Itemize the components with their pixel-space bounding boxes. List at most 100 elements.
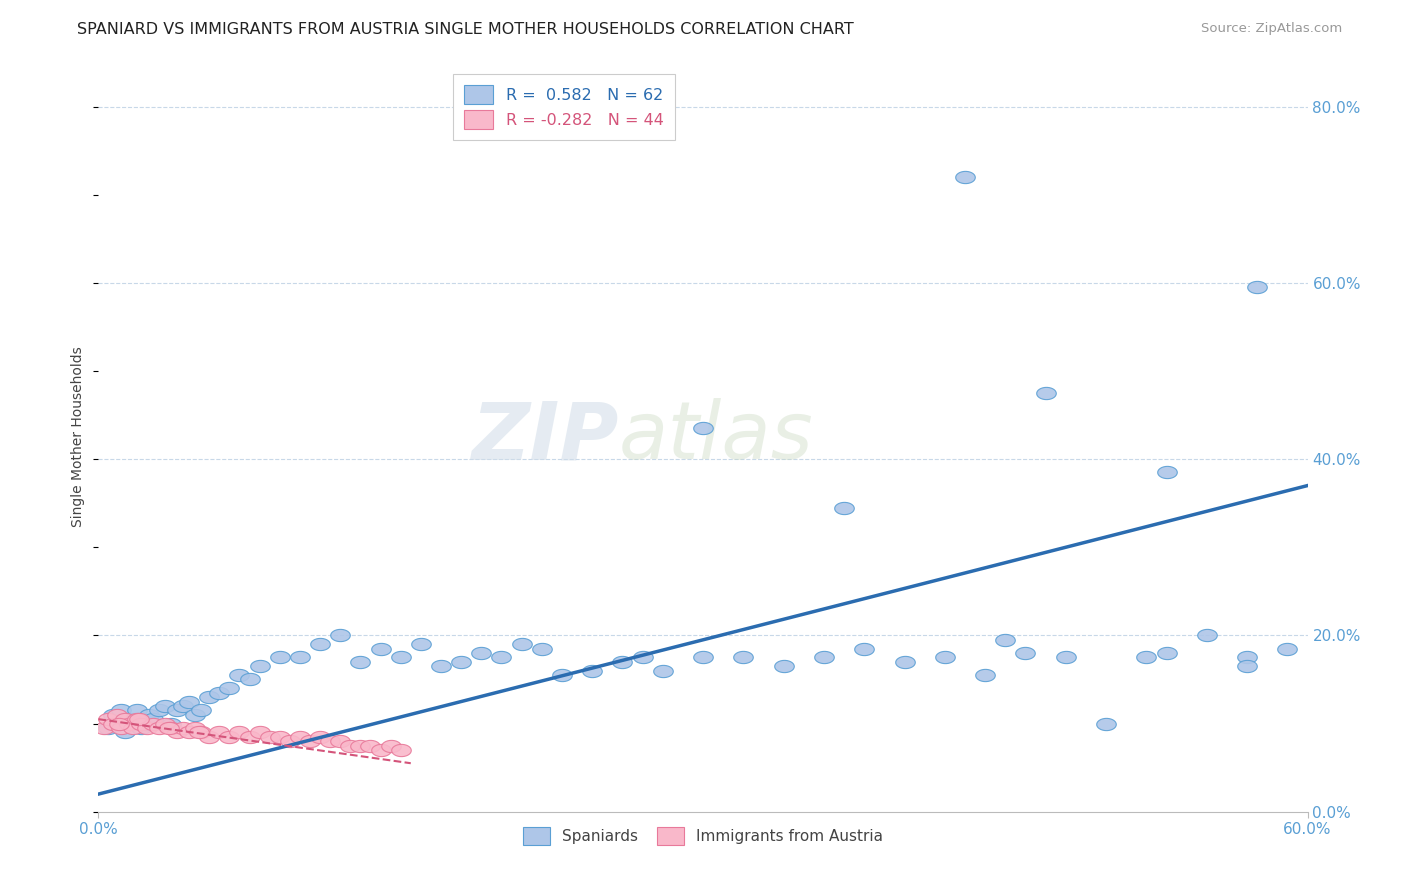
Point (1054, 650, 1077, 665)
Point (813, 650, 835, 665)
Point (148, 721, 170, 735)
Point (269, 730, 291, 744)
Point (125, 703, 148, 717)
Point (974, 668, 997, 682)
Point (118, 712, 141, 726)
Point (129, 721, 152, 735)
Point (470, 646, 492, 660)
Point (118, 716, 141, 731)
Point (1195, 628, 1218, 642)
Legend: Spaniards, Immigrants from Austria: Spaniards, Immigrants from Austria (515, 820, 891, 853)
Point (612, 655, 634, 669)
Point (249, 659, 271, 673)
Point (160, 716, 183, 731)
Point (208, 725, 231, 739)
Point (179, 725, 201, 739)
Point (853, 641, 876, 656)
Point (166, 703, 188, 717)
Point (288, 650, 311, 665)
Point (125, 712, 148, 726)
Point (360, 739, 382, 753)
Point (389, 743, 412, 757)
Point (1135, 650, 1157, 665)
Point (299, 734, 322, 748)
Point (121, 721, 143, 735)
Point (1014, 646, 1036, 660)
Point (188, 725, 211, 739)
Point (349, 739, 371, 753)
Point (114, 725, 136, 739)
Text: SPANIARD VS IMMIGRANTS FROM AUSTRIA SINGLE MOTHER HOUSEHOLDS CORRELATION CHART: SPANIARD VS IMMIGRANTS FROM AUSTRIA SING… (77, 22, 853, 37)
Point (148, 703, 170, 717)
Point (97, 712, 120, 726)
Point (179, 694, 201, 708)
Point (184, 721, 207, 735)
Point (370, 743, 392, 757)
Point (893, 655, 915, 669)
Point (953, 169, 976, 184)
Point (101, 716, 124, 731)
Point (430, 659, 453, 673)
Text: atlas: atlas (619, 398, 813, 476)
Point (491, 650, 513, 665)
Point (114, 712, 136, 726)
Point (409, 637, 432, 651)
Point (380, 739, 402, 753)
Point (581, 664, 603, 678)
Point (107, 716, 129, 731)
Point (309, 637, 332, 651)
Text: Source: ZipAtlas.com: Source: ZipAtlas.com (1202, 22, 1343, 36)
Point (389, 650, 412, 665)
Point (249, 725, 271, 739)
Point (142, 716, 165, 731)
Point (733, 650, 755, 665)
Point (228, 725, 250, 739)
Point (370, 641, 392, 656)
Point (198, 690, 221, 705)
Point (93, 721, 115, 735)
Point (239, 673, 262, 687)
Point (339, 739, 361, 753)
Point (510, 637, 533, 651)
Point (994, 632, 1017, 647)
Point (128, 712, 150, 726)
Point (1156, 646, 1178, 660)
Point (110, 721, 132, 735)
Point (129, 716, 152, 731)
Point (135, 721, 157, 735)
Point (208, 686, 231, 700)
Text: ZIP: ZIP (471, 398, 619, 476)
Point (101, 707, 124, 722)
Y-axis label: Single Mother Households: Single Mother Households (72, 347, 86, 527)
Point (269, 650, 291, 665)
Point (190, 703, 212, 717)
Point (105, 716, 128, 731)
Point (160, 721, 183, 735)
Point (651, 664, 673, 678)
Point (1277, 641, 1299, 656)
Point (1156, 466, 1178, 480)
Point (349, 655, 371, 669)
Point (319, 734, 342, 748)
Point (218, 681, 240, 696)
Point (1246, 280, 1268, 294)
Point (138, 707, 160, 722)
Point (121, 716, 143, 731)
Point (134, 716, 156, 731)
Point (172, 721, 194, 735)
Point (105, 707, 128, 722)
Point (631, 650, 654, 665)
Point (288, 730, 311, 744)
Point (1035, 386, 1057, 401)
Point (309, 730, 332, 744)
Point (772, 659, 794, 673)
Point (239, 730, 262, 744)
Point (97, 721, 120, 735)
Point (153, 716, 176, 731)
Point (329, 734, 352, 748)
Point (530, 641, 553, 656)
Point (228, 668, 250, 682)
Point (218, 730, 240, 744)
Point (142, 712, 165, 726)
Point (551, 668, 574, 682)
